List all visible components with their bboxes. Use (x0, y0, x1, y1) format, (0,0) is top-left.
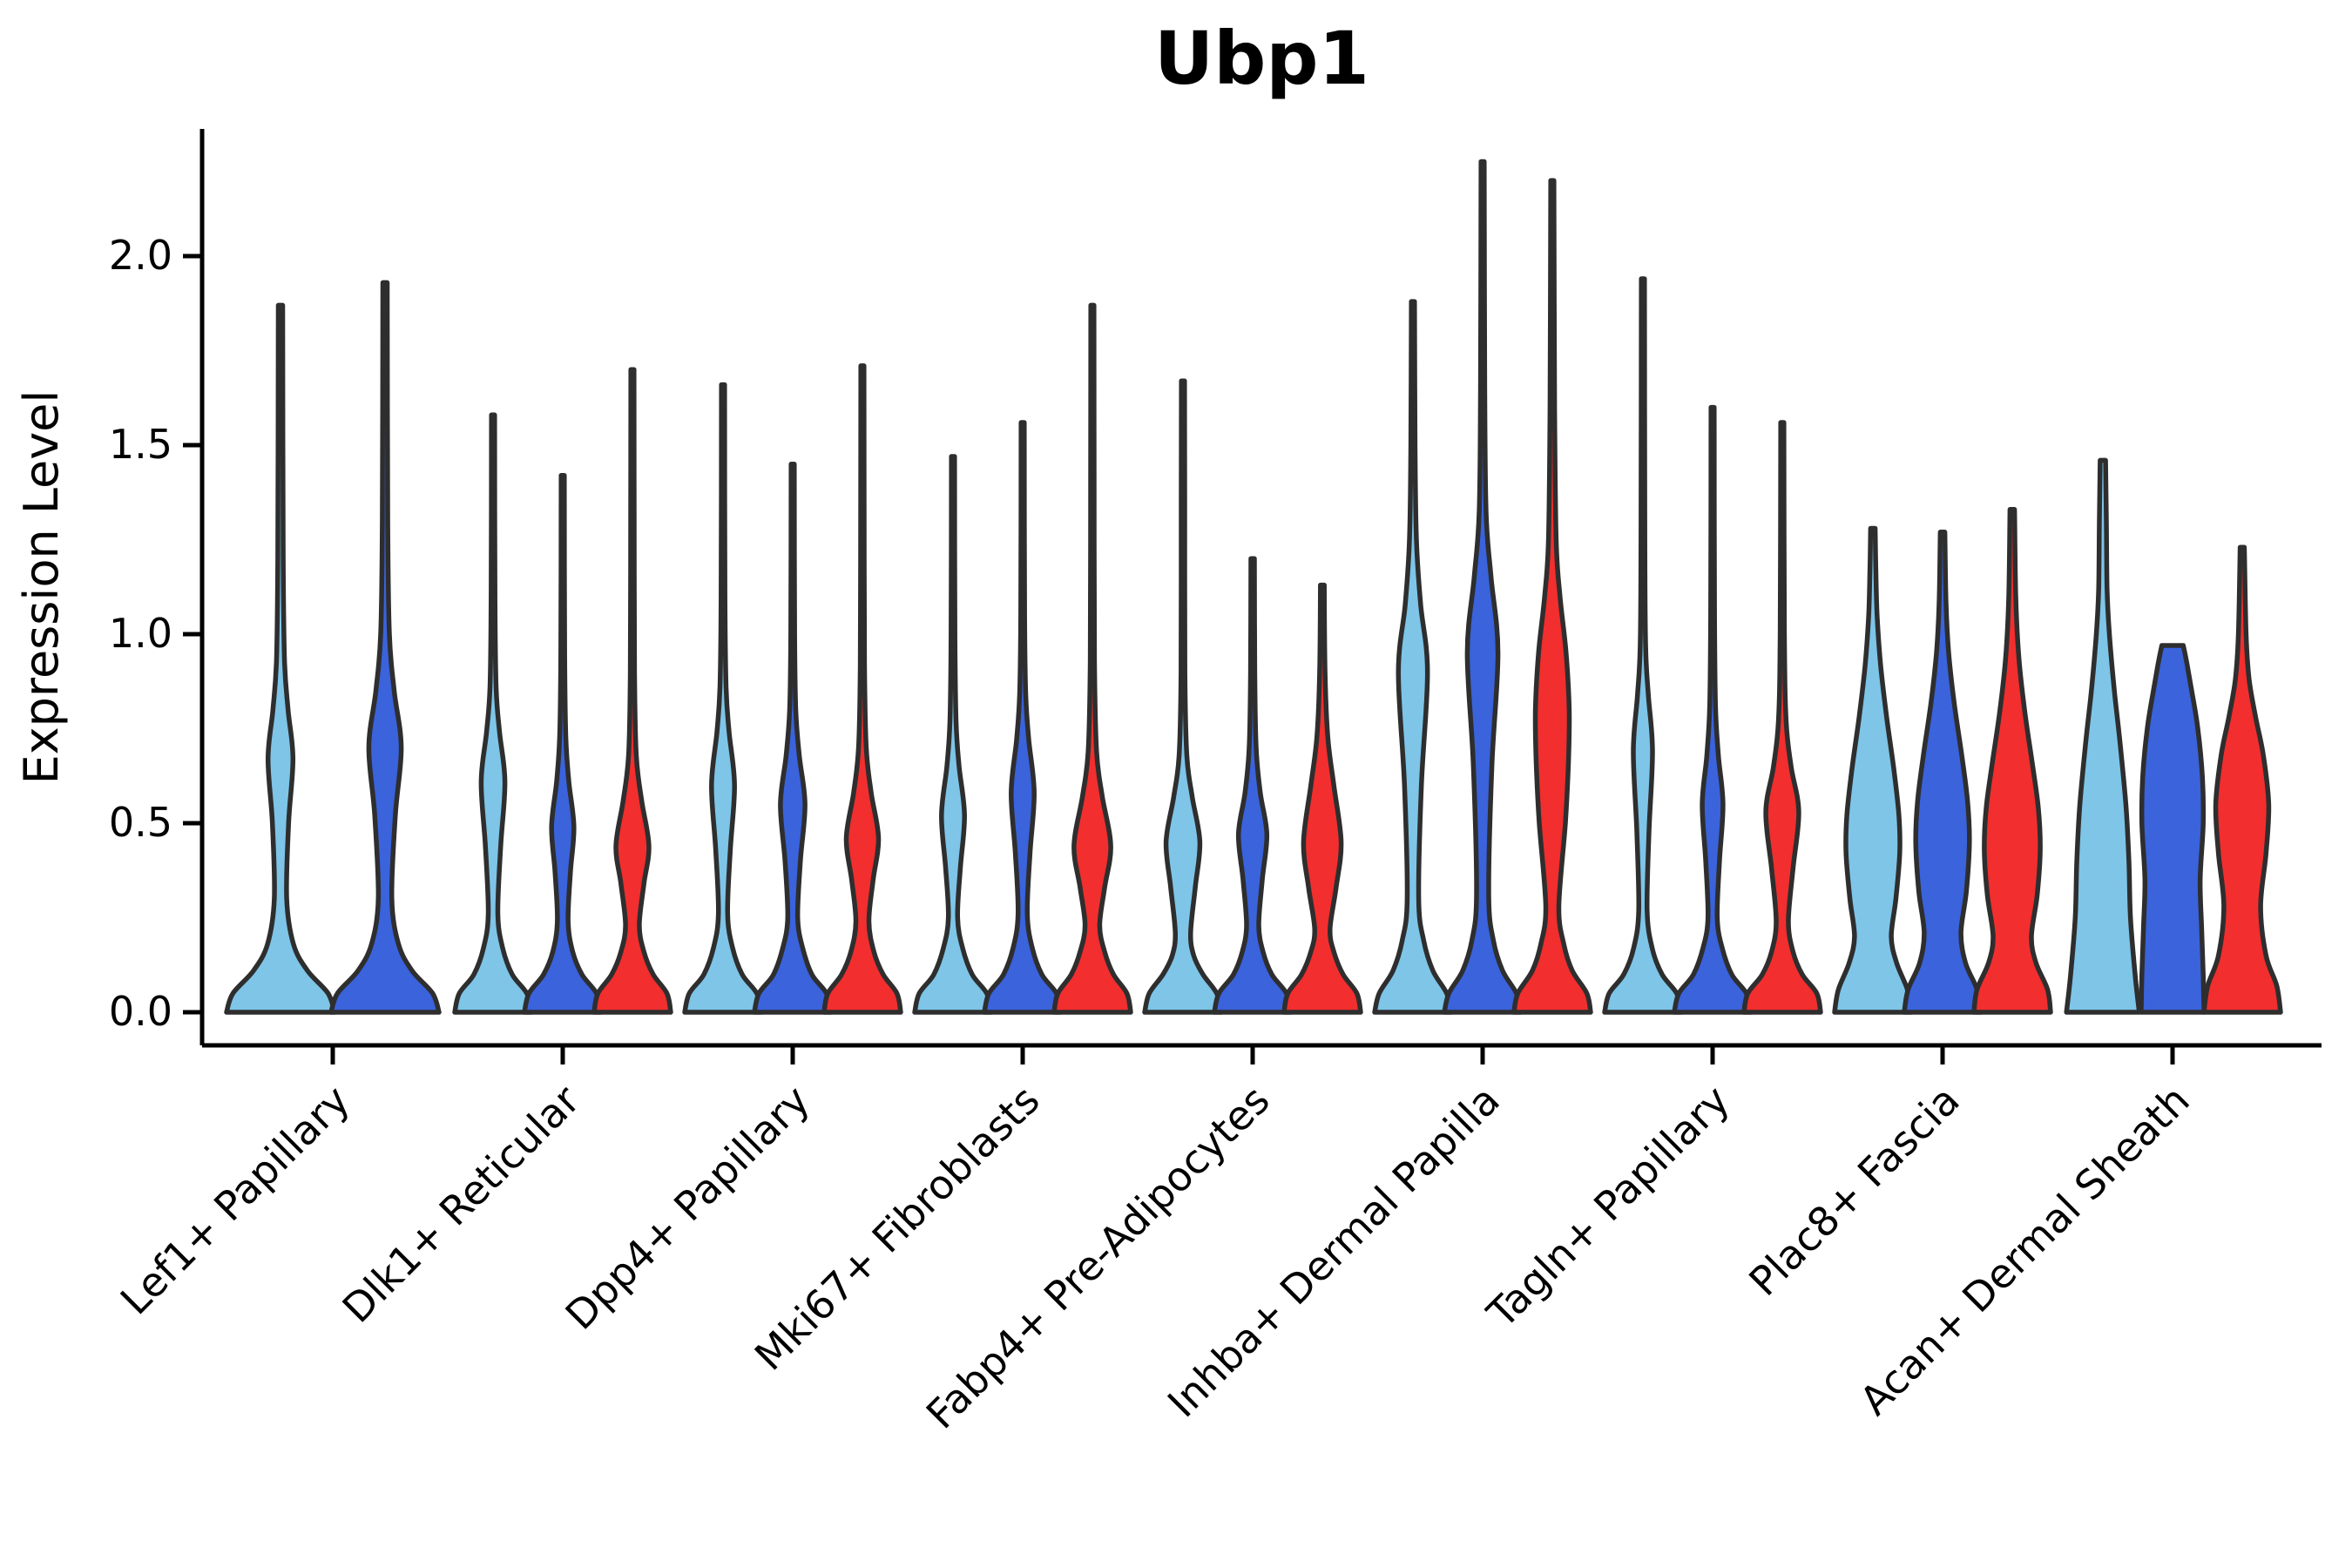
violin-group5-red (1281, 582, 1363, 1015)
violin-group8-dark_blue (1902, 530, 1984, 1015)
x-axis-category-label: Dlk1+ Reticular (334, 1077, 589, 1332)
violin-group9-dark_blue (2139, 643, 2207, 1015)
y-tick-label: 1.5 (109, 421, 172, 468)
x-axis-category-label: Dpp4+ Papillary (557, 1077, 819, 1339)
y-tick-label: 0.5 (109, 799, 172, 846)
violin-group6-red (1511, 178, 1593, 1015)
violin-group7-light_blue (1602, 276, 1684, 1015)
violin-group4-light_blue (912, 454, 994, 1015)
violin-group5-light_blue (1142, 378, 1224, 1015)
x-axis-category-label: Plac8+ Fascia (1740, 1077, 1968, 1305)
violin-group6-dark_blue (1442, 159, 1524, 1015)
chart-title: Ubp1 (1154, 16, 1369, 101)
y-tick-label: 2.0 (109, 232, 172, 279)
violin-group2-light_blue (452, 412, 534, 1015)
x-axis-category-label: Lef1+ Papillary (112, 1077, 359, 1324)
violin-group7-red (1741, 420, 1823, 1015)
x-axis-category-label: Tagln+ Papillary (1477, 1077, 1739, 1338)
violin-group2-red (591, 367, 673, 1015)
violin-group7-dark_blue (1672, 404, 1754, 1015)
y-axis-label: Expression Level (14, 390, 69, 785)
violin-group3-light_blue (682, 382, 764, 1015)
violin-group9-light_blue (2064, 457, 2142, 1015)
violin-group3-red (821, 363, 903, 1015)
violin-group8-light_blue (1832, 525, 1914, 1015)
y-tick-label: 0.0 (109, 988, 172, 1035)
violin-group9-red (2201, 544, 2283, 1015)
violin-group1-light_blue (224, 302, 337, 1015)
violin-group3-dark_blue (752, 461, 834, 1015)
violin-group1-dark_blue (328, 280, 442, 1015)
violin-group5-dark_blue (1212, 556, 1294, 1015)
violin-group8-red (1971, 507, 2053, 1015)
violin-group6-light_blue (1372, 299, 1454, 1015)
violin-group2-dark_blue (522, 472, 604, 1015)
violin-group4-red (1051, 302, 1133, 1015)
violin-group4-dark_blue (982, 420, 1064, 1015)
y-tick-label: 1.0 (109, 610, 172, 657)
